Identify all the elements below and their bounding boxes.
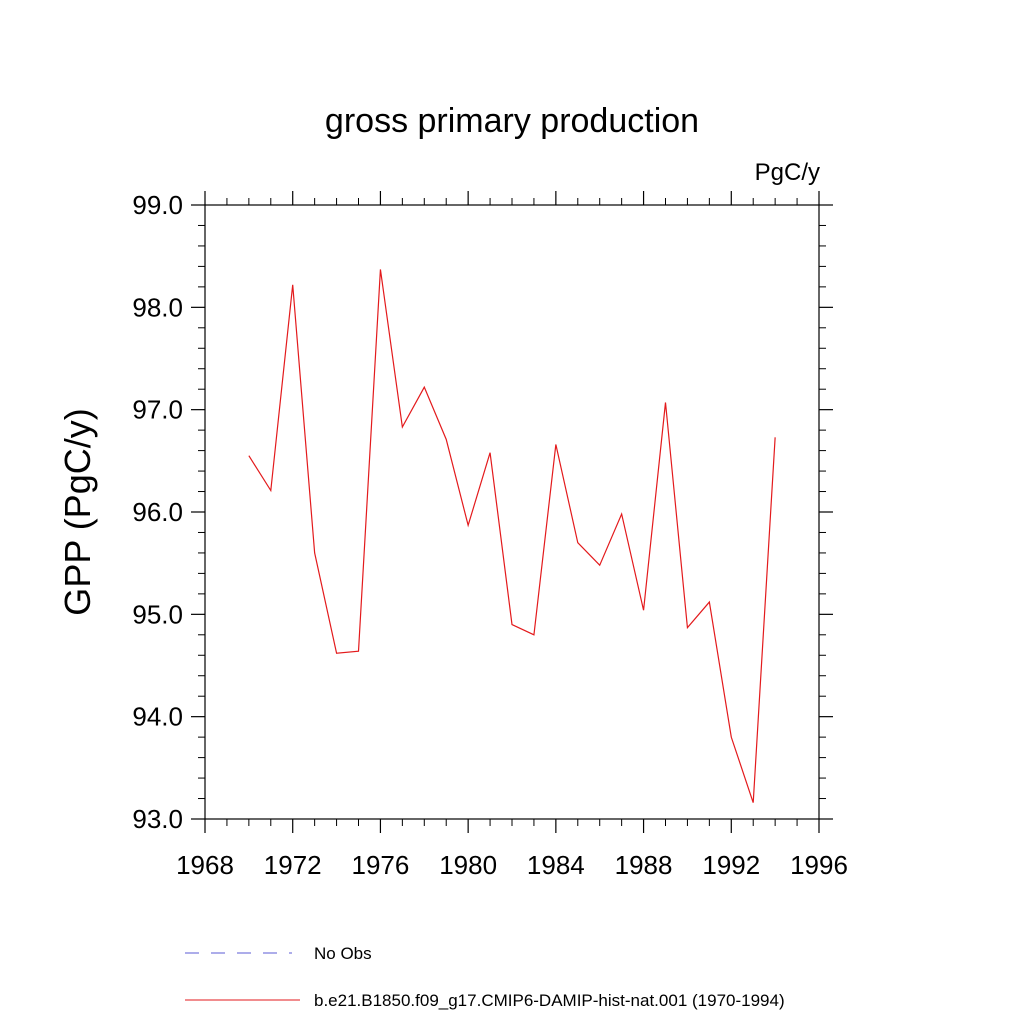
plot-frame bbox=[204, 204, 820, 820]
x-tick-labels: 1968 1972 1976 1980 1984 1988 1992 1996 bbox=[176, 850, 848, 880]
y-tick-label: 94.0 bbox=[132, 702, 183, 732]
y-tick-label: 98.0 bbox=[132, 292, 183, 322]
y-tick-label: 96.0 bbox=[132, 497, 183, 527]
y-axis-label: GPP (PgC/y) bbox=[57, 408, 98, 615]
x-tick-label: 1984 bbox=[527, 850, 585, 880]
y-tick-label: 99.0 bbox=[132, 190, 183, 220]
series-layer bbox=[248, 269, 776, 803]
chart-title: gross primary production bbox=[325, 102, 699, 140]
x-tick-label: 1976 bbox=[352, 850, 410, 880]
x-tick-label: 1996 bbox=[790, 850, 848, 880]
series-line-0 bbox=[248, 269, 776, 803]
y-tick-labels: 93.0 94.0 95.0 96.0 97.0 98.0 99.0 bbox=[132, 190, 183, 834]
x-tick-label: 1968 bbox=[176, 850, 234, 880]
tick-marks bbox=[191, 191, 833, 833]
y-tick-label: 95.0 bbox=[132, 599, 183, 629]
legend-label-model: b.e21.B1850.f09_g17.CMIP6-DAMIP-hist-nat… bbox=[314, 991, 785, 1010]
units-label: PgC/y bbox=[755, 159, 820, 186]
x-tick-label: 1972 bbox=[264, 850, 322, 880]
x-tick-label: 1992 bbox=[702, 850, 760, 880]
x-tick-label: 1980 bbox=[439, 850, 497, 880]
y-tick-label: 97.0 bbox=[132, 395, 183, 425]
x-tick-label: 1988 bbox=[615, 850, 673, 880]
legend-label-no-obs: No Obs bbox=[314, 944, 372, 963]
y-tick-label: 93.0 bbox=[132, 804, 183, 834]
legend: No Obs b.e21.B1850.f09_g17.CMIP6-DAMIP-h… bbox=[185, 944, 785, 1010]
